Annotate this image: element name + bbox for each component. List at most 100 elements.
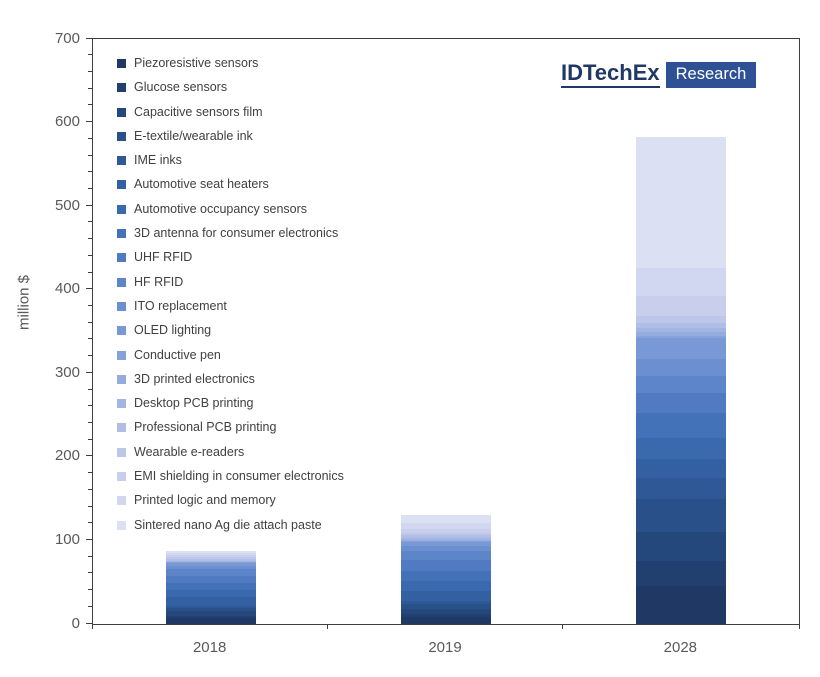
y-minor-tick	[88, 338, 92, 340]
bar-segment	[636, 561, 727, 587]
y-minor-tick	[88, 605, 92, 607]
legend-swatch-icon	[117, 326, 126, 336]
bar-segment	[401, 570, 491, 581]
x-tick	[326, 624, 328, 629]
bar-segment	[401, 551, 491, 560]
legend-item: UHF RFID	[117, 251, 344, 264]
bar-segment	[165, 608, 256, 612]
legend-swatch-icon	[117, 107, 126, 117]
logo-research-badge: Research	[665, 61, 757, 88]
y-minor-tick	[88, 438, 92, 440]
y-tick-label: 600	[54, 113, 80, 131]
y-axis-title: million $	[15, 274, 33, 330]
bar-segment	[401, 546, 491, 552]
bar-segment	[165, 557, 256, 559]
y-minor-tick	[88, 154, 92, 156]
legend-label: Sintered nano Ag die attach paste	[134, 517, 322, 532]
legend-item: Printed logic and memory	[117, 494, 344, 507]
legend-swatch-icon	[117, 423, 126, 433]
bar-segment	[401, 614, 491, 618]
legend-swatch-icon	[117, 180, 126, 190]
legend-swatch-icon	[117, 301, 126, 311]
bar-segment	[401, 535, 491, 538]
bar-segment	[636, 323, 727, 329]
legend-label: Desktop PCB printing	[134, 396, 254, 411]
x-tick	[91, 624, 93, 629]
bar-segment	[636, 335, 727, 339]
bar-segment	[636, 498, 727, 533]
bar-segment	[165, 552, 256, 555]
y-minor-tick	[88, 70, 92, 72]
y-tick-label: 700	[54, 29, 80, 47]
legend-item: HF RFID	[117, 274, 344, 289]
bar-segment	[165, 560, 256, 562]
legend-swatch-icon	[117, 131, 126, 141]
legend-swatch-icon	[117, 472, 126, 482]
bar-segment	[636, 438, 727, 460]
bar-segment	[401, 603, 491, 609]
bar-segment	[165, 561, 256, 563]
legend-label: Wearable e-readers	[134, 444, 245, 459]
legend-label: Conductive pen	[134, 347, 221, 362]
y-minor-tick	[88, 522, 92, 524]
bar-segment	[636, 328, 727, 332]
bar-segment	[165, 558, 256, 561]
bar-segment	[165, 611, 256, 616]
y-minor-tick	[88, 187, 92, 189]
y-major-tick	[86, 538, 92, 540]
y-minor-tick	[88, 388, 92, 390]
bar-segment	[636, 532, 727, 562]
bar-segment	[636, 459, 727, 478]
y-tick-label: 0	[71, 614, 80, 632]
bar-segment	[165, 568, 256, 576]
y-tick-label: 200	[54, 447, 80, 465]
legend-swatch-icon	[117, 59, 126, 68]
bar-segment	[636, 331, 727, 336]
y-minor-tick	[88, 488, 92, 490]
legend-swatch-icon	[117, 204, 126, 214]
y-minor-tick	[88, 104, 92, 106]
y-minor-tick	[88, 254, 92, 256]
bar-segment	[165, 551, 256, 553]
legend-swatch-icon	[117, 447, 126, 457]
legend-swatch-icon	[117, 253, 126, 263]
bar-segment	[165, 565, 256, 569]
bar-segment	[401, 515, 491, 523]
bar-segment	[636, 316, 727, 324]
y-minor-tick	[88, 238, 92, 240]
bar-segment	[636, 477, 727, 499]
bar-segment	[401, 539, 491, 542]
legend-swatch-icon	[117, 374, 126, 384]
legend-label: HF RFID	[134, 274, 184, 289]
bar-segment	[165, 563, 256, 566]
x-tick-label: 2018	[192, 639, 227, 656]
x-tick-label: 2028	[663, 639, 698, 656]
y-tick-label: 500	[54, 196, 80, 214]
legend-label: Glucose sensors	[134, 80, 228, 95]
y-minor-tick	[88, 572, 92, 574]
legend-label: UHF RFID	[134, 250, 193, 265]
legend-label: 3D antenna for consumer electronics	[134, 226, 339, 241]
legend-label: ITO replacement	[134, 298, 227, 313]
legend-label: Automotive seat heaters	[134, 177, 269, 192]
bar-segment	[401, 528, 491, 533]
y-minor-tick	[88, 271, 92, 273]
legend-label: IME inks	[134, 153, 182, 168]
bar-segment	[401, 559, 491, 571]
bar-segment	[401, 532, 491, 536]
legend-label: EMI shielding in consumer electronics	[134, 469, 344, 484]
bar-segment	[636, 136, 727, 268]
legend-item: Automotive occupancy sensors	[117, 202, 344, 216]
legend-item: OLED lighting	[117, 324, 344, 337]
bar-segment	[401, 522, 491, 529]
y-minor-tick	[88, 405, 92, 407]
y-minor-tick	[88, 355, 92, 357]
legend-swatch-icon	[117, 399, 126, 409]
bar-segment	[636, 586, 727, 624]
legend-item: Capacitive sensors film	[117, 105, 344, 119]
legend-swatch-icon	[117, 277, 126, 287]
bar-segment	[165, 597, 256, 606]
y-major-tick	[86, 121, 92, 123]
legend: Piezoresistive sensors Glucose sensors Cap…	[117, 57, 344, 543]
